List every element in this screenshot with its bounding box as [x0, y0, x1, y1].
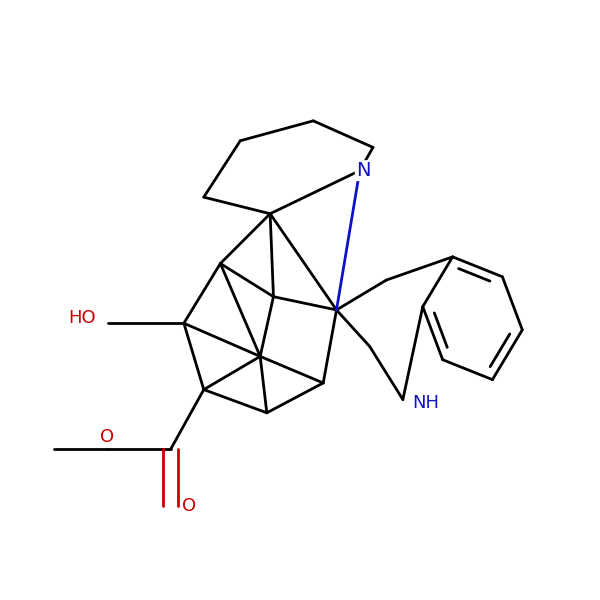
- Text: NH: NH: [413, 394, 440, 412]
- Text: O: O: [100, 428, 115, 446]
- Text: HO: HO: [68, 309, 96, 327]
- Text: O: O: [182, 497, 196, 515]
- Text: N: N: [356, 161, 370, 180]
